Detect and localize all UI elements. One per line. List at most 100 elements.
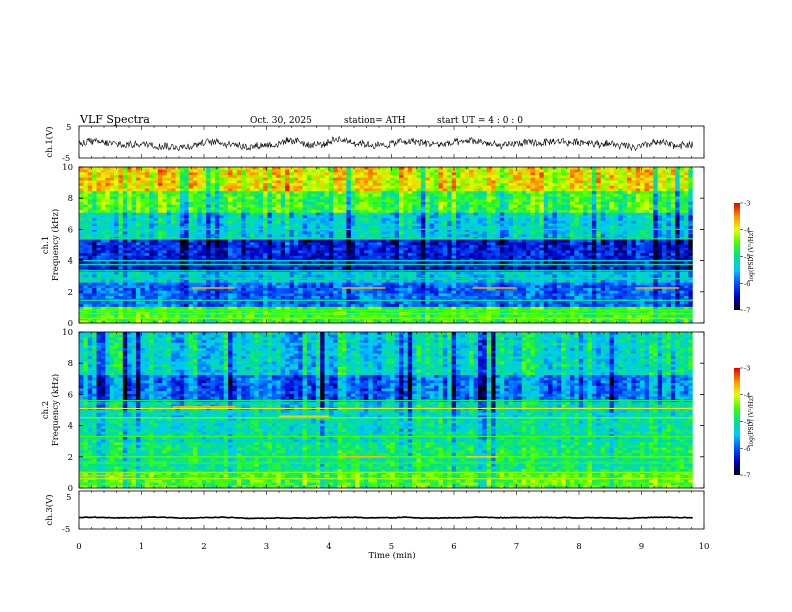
spec1-cell bbox=[534, 215, 540, 219]
spec1-cell bbox=[442, 169, 448, 173]
spec1-cell bbox=[149, 242, 154, 246]
spec1-cell bbox=[140, 215, 146, 219]
spec1-cell bbox=[513, 242, 518, 246]
spec1-cell bbox=[556, 250, 562, 254]
spec1-cell bbox=[486, 191, 492, 195]
spec1-cell bbox=[315, 201, 321, 205]
spec1-cell bbox=[157, 223, 163, 227]
spec1-cell bbox=[666, 172, 672, 176]
spec1-cell bbox=[688, 215, 694, 219]
spec1-cell bbox=[631, 175, 637, 179]
spec1-cell bbox=[451, 239, 457, 243]
spec1-cell bbox=[600, 220, 606, 224]
spec1-cell bbox=[552, 204, 558, 208]
spec1-cell bbox=[626, 180, 632, 184]
spec1-cell bbox=[175, 188, 181, 192]
spec1-cell bbox=[285, 167, 290, 170]
spec1-cell bbox=[613, 231, 619, 235]
spec1-cell bbox=[438, 199, 444, 203]
spec1-cell bbox=[469, 169, 474, 173]
spec1-cell bbox=[561, 177, 566, 181]
spec1-cell bbox=[464, 201, 470, 205]
spec1-cell bbox=[140, 250, 146, 254]
spec1-cell bbox=[679, 226, 685, 230]
spec1-cell bbox=[127, 172, 132, 176]
spec1-cell bbox=[574, 215, 580, 219]
spec1-cell bbox=[254, 245, 260, 248]
spec1-cell bbox=[504, 255, 509, 259]
spec1-cell bbox=[236, 239, 242, 243]
spec1-cell bbox=[105, 207, 110, 211]
spec1-cell bbox=[241, 185, 246, 189]
spec1-cell bbox=[513, 172, 518, 176]
spec1-cell bbox=[201, 247, 207, 251]
spec1-cell bbox=[491, 191, 496, 195]
spec1-cell bbox=[289, 169, 295, 173]
spec1-cell bbox=[135, 215, 141, 219]
spec1-cell bbox=[425, 212, 431, 216]
spec1-cell bbox=[456, 253, 461, 257]
spec1-cell bbox=[442, 212, 448, 216]
spec1-cell bbox=[631, 180, 637, 184]
spec1-cell bbox=[648, 247, 654, 251]
spec1-cell bbox=[140, 212, 146, 216]
spec1-cell bbox=[87, 180, 93, 184]
spec1-cell bbox=[394, 234, 400, 238]
spec1-cell bbox=[263, 220, 268, 224]
spec1-cell bbox=[293, 242, 299, 246]
spec1-cell bbox=[328, 183, 334, 187]
spec1-cell bbox=[688, 193, 694, 197]
spec1-cell bbox=[548, 239, 553, 243]
spec1-cell bbox=[381, 231, 387, 235]
spec1-cell bbox=[412, 201, 417, 205]
spec1-cell bbox=[201, 180, 207, 184]
spec1-cell bbox=[583, 167, 588, 170]
spec1-cell bbox=[285, 183, 290, 187]
spec1-cell bbox=[96, 228, 102, 232]
spec1-cell bbox=[289, 185, 295, 189]
spec1-cell bbox=[477, 220, 483, 224]
spec1-cell bbox=[670, 234, 676, 238]
spec1-cell bbox=[289, 172, 295, 176]
spec1-cell bbox=[271, 193, 277, 197]
spec1-cell bbox=[92, 218, 97, 222]
spec1-cell bbox=[267, 169, 273, 173]
spec1-cell bbox=[197, 169, 203, 173]
spec1-cell bbox=[412, 183, 417, 187]
spec1-cell bbox=[469, 223, 474, 227]
spec1-cell bbox=[548, 204, 553, 208]
spec1-cell bbox=[355, 175, 360, 179]
spec1-cell bbox=[100, 228, 106, 232]
spec1-cell bbox=[635, 204, 641, 208]
spec1-cell bbox=[412, 255, 417, 259]
spec1-cell bbox=[263, 212, 268, 216]
spec1-cell bbox=[565, 258, 571, 262]
spec1-cell bbox=[556, 180, 562, 184]
spec1-cell bbox=[293, 239, 299, 243]
spec1-cell bbox=[337, 199, 343, 203]
spec1-cell bbox=[407, 210, 413, 214]
spec1-cell bbox=[359, 188, 365, 192]
spec1-cell bbox=[289, 231, 295, 235]
spec1-cell bbox=[206, 177, 211, 181]
spec1-cell bbox=[390, 180, 395, 184]
spec1-cell bbox=[425, 253, 431, 257]
spec1-cell bbox=[508, 207, 514, 211]
spec1-cell bbox=[609, 242, 615, 246]
spec1-cell bbox=[289, 215, 295, 219]
spec1-cell bbox=[368, 185, 374, 189]
spec1-cell bbox=[298, 253, 303, 257]
spec1-cell bbox=[447, 188, 452, 192]
spec1-cell bbox=[197, 207, 203, 211]
spec1-cell bbox=[495, 242, 501, 246]
spec1-cell bbox=[653, 245, 658, 248]
spec1-cell bbox=[122, 185, 128, 189]
spec1-cell bbox=[311, 212, 317, 216]
spec1-cell bbox=[96, 247, 102, 251]
spec1-cell bbox=[175, 169, 181, 173]
spec1-cell bbox=[399, 177, 404, 181]
spec1-cell bbox=[416, 234, 422, 238]
spec1-cell bbox=[206, 231, 211, 235]
spec1-cell bbox=[188, 220, 194, 224]
spec1-cell bbox=[355, 193, 360, 197]
